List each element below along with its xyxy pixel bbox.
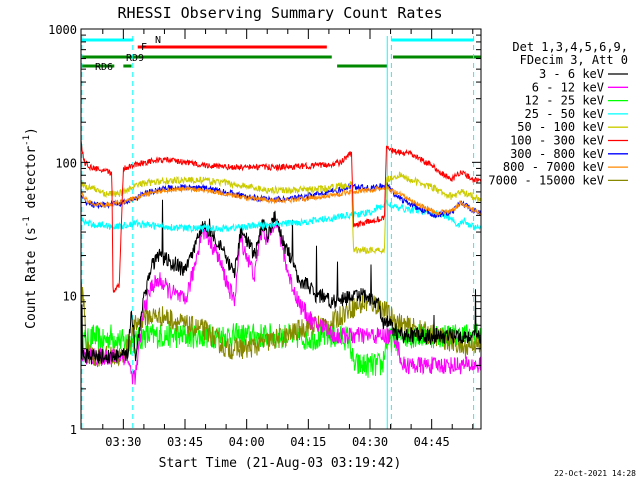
x-tick-label-04:00: 04:00 bbox=[229, 435, 265, 449]
legend-label-100-300-kev: 100 - 300 keV bbox=[510, 134, 604, 148]
y-tick-label-1: 1 bbox=[70, 423, 77, 437]
x-tick-label-04:15: 04:15 bbox=[290, 435, 326, 449]
legend-label-7000-15000-kev: 7000 - 15000 keV bbox=[488, 173, 604, 187]
legend-label-50-100-kev: 50 - 100 keV bbox=[517, 120, 604, 134]
series-line-25-50-kev bbox=[80, 199, 482, 234]
legend-header-line-1: Det 1,3,4,5,6,9, bbox=[512, 40, 628, 54]
series-line-800-7000-kev bbox=[80, 184, 482, 217]
x-tick-label-03:30: 03:30 bbox=[105, 435, 141, 449]
y-tick-label-1000: 1000 bbox=[48, 23, 77, 37]
status-label-n: N bbox=[155, 35, 161, 46]
legend-label-6-12-kev: 6 - 12 keV bbox=[532, 80, 604, 94]
status-label-f: F bbox=[141, 42, 147, 53]
legend-label-25-50-kev: 25 - 50 keV bbox=[525, 107, 604, 121]
x-tick-label-04:30: 04:30 bbox=[352, 435, 388, 449]
series-line-100-300-kev bbox=[80, 139, 482, 293]
series-line-6-12-kev bbox=[80, 219, 482, 385]
legend-label-12-25-kev: 12 - 25 keV bbox=[525, 94, 604, 108]
series-line-7000-15000-kev bbox=[80, 279, 482, 368]
legend-label-800-7000-kev: 800 - 7000 keV bbox=[503, 160, 604, 174]
series-line-3-6-kev bbox=[80, 199, 482, 365]
y-tick-label-100: 100 bbox=[55, 156, 77, 170]
y-tick-label-10: 10 bbox=[63, 290, 77, 304]
x-axis-label: Start Time (21-Aug-03 03:19:42) bbox=[159, 456, 402, 471]
y-axis-label: Count Rate (s-1 detector-1) bbox=[22, 127, 39, 329]
plot-frame bbox=[80, 28, 482, 430]
series-line-50-100-kev bbox=[80, 171, 482, 255]
status-label-rd6: RD6 bbox=[95, 62, 113, 73]
x-tick-label-03:45: 03:45 bbox=[167, 435, 203, 449]
x-tick-label-04:45: 04:45 bbox=[414, 435, 450, 449]
generation-timestamp: 22-Oct-2021 14:28 bbox=[554, 469, 636, 478]
status-label-rd9: RD9 bbox=[126, 53, 144, 64]
legend-header-line-2: FDecim 3, Att 0 bbox=[520, 53, 628, 67]
legend-label-300-800-kev: 300 - 800 keV bbox=[510, 147, 604, 161]
legend-label-3-6-kev: 3 - 6 keV bbox=[539, 67, 604, 81]
chart-title: RHESSI Observing Summary Count Rates bbox=[117, 4, 442, 22]
